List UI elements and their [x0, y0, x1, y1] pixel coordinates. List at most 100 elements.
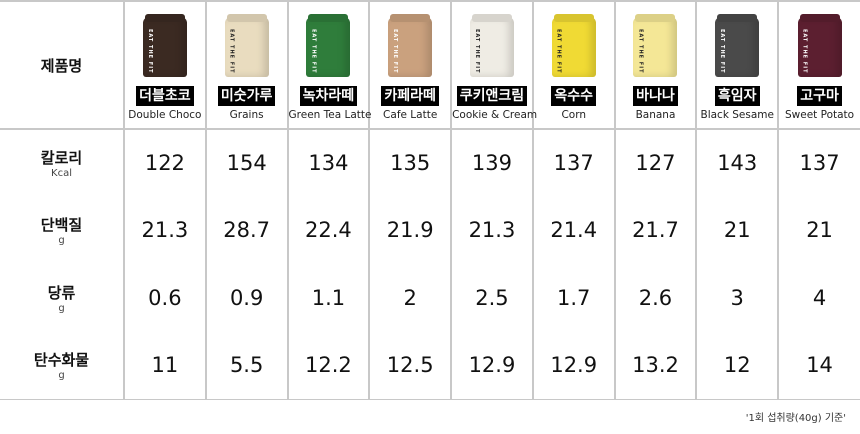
nutrient-value: 21.3: [450, 196, 533, 264]
nutrient-value: 14: [777, 331, 860, 400]
product-english-name: Sweet Potato: [785, 109, 855, 121]
nutrient-name: 칼로리: [40, 149, 83, 168]
nutrient-unit: Kcal: [51, 168, 72, 180]
nutrient-value: 3: [695, 264, 779, 332]
nutrient-unit: g: [58, 370, 65, 381]
product-english-name: Banana: [635, 109, 676, 121]
nutrient-value: 13.2: [613, 331, 697, 400]
product-cell: EAT THE FIT 흑임자 Black Sesame: [695, 0, 779, 130]
nutrient-unit: g: [58, 235, 65, 247]
product-cell: EAT THE FIT 바나나 Banana: [613, 0, 697, 130]
nutrient-value: 21.3: [123, 196, 206, 264]
product-korean-name: 바나나: [633, 86, 678, 106]
nutrient-value: 21.7: [613, 196, 697, 264]
nutrient-name: 탄수화물: [33, 351, 90, 369]
product-jar-image: EAT THE FIT: [797, 14, 842, 77]
product-korean-name: 카페라떼: [381, 86, 439, 106]
nutrient-row: 칼로리 Kcal 122 154 134 135 139 137 127 143 137: [0, 129, 860, 197]
nutrient-value: 2.6: [613, 264, 697, 332]
product-header-row: 제품명 EAT THE FIT 더블초코 Double Choco EAT THE…: [0, 0, 860, 130]
nutrient-value: 139: [450, 129, 533, 197]
product-jar-image: EAT THE FIT: [142, 14, 187, 77]
nutrient-value: 12: [695, 331, 779, 400]
nutrient-row: 당류 g 0.6 0.9 1.1 2 2.5 1.7 2.6 3 4: [0, 264, 860, 332]
nutrient-value: 5.5: [204, 331, 288, 400]
header-label-cell: 제품명: [0, 0, 124, 130]
serving-footnote: '1회 섭취량(40g) 기준': [745, 413, 846, 424]
product-cell: EAT THE FIT 카페라떼 Cafe Latte: [368, 0, 452, 130]
brand-logo: EAT THE FIT: [719, 29, 726, 74]
nutrient-label-cell: 단백질 g: [0, 197, 124, 265]
brand-logo: EAT THE FIT: [473, 29, 480, 74]
product-name-header: 제품명: [40, 56, 83, 75]
nutrient-value: 12.2: [286, 331, 370, 400]
nutrient-value: 2.5: [450, 264, 533, 332]
brand-logo: EAT THE FIT: [146, 29, 153, 74]
product-jar-image: EAT THE FIT: [551, 14, 596, 77]
product-english-name: Cafe Latte: [383, 109, 438, 121]
product-korean-name: 고구마: [797, 86, 842, 106]
nutrient-value: 154: [204, 129, 288, 197]
brand-logo: EAT THE FIT: [392, 29, 399, 74]
product-english-name: Grains: [229, 109, 264, 121]
product-korean-name: 녹차라떼: [299, 86, 358, 106]
brand-logo: EAT THE FIT: [637, 29, 644, 74]
nutrient-value: 134: [286, 129, 370, 197]
nutrient-name: 단백질: [40, 216, 83, 235]
nutrient-value: 12.9: [450, 331, 533, 400]
nutrient-value: 122: [123, 129, 206, 197]
nutrient-name: 당류: [47, 283, 76, 302]
nutrient-value: 137: [531, 129, 615, 197]
nutrient-value: 1.7: [531, 264, 615, 332]
product-english-name: Black Sesame: [700, 109, 774, 121]
nutrient-label-cell: 칼로리 Kcal: [0, 129, 124, 197]
nutrient-unit: g: [58, 302, 65, 314]
product-jar-image: EAT THE FIT: [224, 14, 269, 77]
nutrient-value: 21.9: [368, 196, 452, 264]
nutrient-value: 4: [777, 264, 860, 332]
product-korean-name: 미숫가루: [217, 86, 276, 106]
nutrient-value: 2: [368, 264, 452, 332]
nutrient-value: 21.4: [531, 196, 615, 264]
nutrient-value: 12.5: [368, 331, 452, 400]
nutrient-value: 1.1: [286, 264, 370, 332]
product-jar-image: EAT THE FIT: [715, 14, 760, 77]
product-cell: EAT THE FIT 미숫가루 Grains: [204, 0, 288, 130]
nutrient-label-cell: 탄수화물 g: [0, 331, 124, 400]
product-korean-name: 쿠키앤크림: [456, 86, 528, 106]
nutrient-value: 0.6: [123, 264, 206, 332]
product-korean-name: 더블초코: [136, 86, 194, 106]
nutrition-table: 제품명 EAT THE FIT 더블초코 Double Choco EAT THE…: [0, 0, 860, 400]
brand-logo: EAT THE FIT: [801, 29, 808, 74]
product-cell: EAT THE FIT 더블초코 Double Choco: [123, 0, 206, 130]
product-english-name: Corn: [561, 109, 586, 121]
nutrient-value: 0.9: [204, 264, 288, 332]
product-jar-image: EAT THE FIT: [633, 14, 678, 77]
product-jar-image: EAT THE FIT: [388, 14, 433, 77]
product-english-name: Green Tea Latte: [288, 109, 372, 121]
product-cell: EAT THE FIT 고구마 Sweet Potato: [777, 0, 860, 130]
nutrient-row: 단백질 g 21.3 28.7 22.4 21.9 21.3 21.4 21.7 21 21: [0, 196, 860, 265]
product-cell: EAT THE FIT 옥수수 Corn: [531, 0, 615, 130]
nutrient-row: 탄수화물 g 11 5.5 12.2 12.5 12.9 12.9 13.2 12 14: [0, 331, 860, 400]
product-jar-image: EAT THE FIT: [469, 14, 514, 77]
nutrient-value: 135: [368, 129, 452, 197]
nutrient-value: 28.7: [204, 196, 288, 264]
brand-logo: EAT THE FIT: [310, 29, 317, 74]
product-english-name: Cookie & Cream: [452, 109, 538, 121]
brand-logo: EAT THE FIT: [555, 29, 562, 74]
product-korean-name: 옥수수: [551, 86, 597, 106]
product-jar-image: EAT THE FIT: [306, 14, 351, 77]
nutrient-value: 22.4: [286, 196, 370, 264]
nutrient-value: 127: [613, 129, 697, 197]
nutrient-value: 12.9: [531, 331, 615, 400]
nutrient-label-cell: 당류 g: [0, 264, 124, 332]
nutrient-value: 21: [695, 196, 779, 264]
product-cell: EAT THE FIT 녹차라떼 Green Tea Latte: [286, 0, 372, 130]
nutrient-value: 21: [777, 196, 860, 264]
product-english-name: Double Choco: [128, 109, 202, 121]
brand-logo: EAT THE FIT: [228, 29, 235, 74]
product-cell: EAT THE FIT 쿠키앤크림 Cookie & Cream: [450, 0, 538, 130]
product-korean-name: 흑임자: [714, 86, 760, 106]
